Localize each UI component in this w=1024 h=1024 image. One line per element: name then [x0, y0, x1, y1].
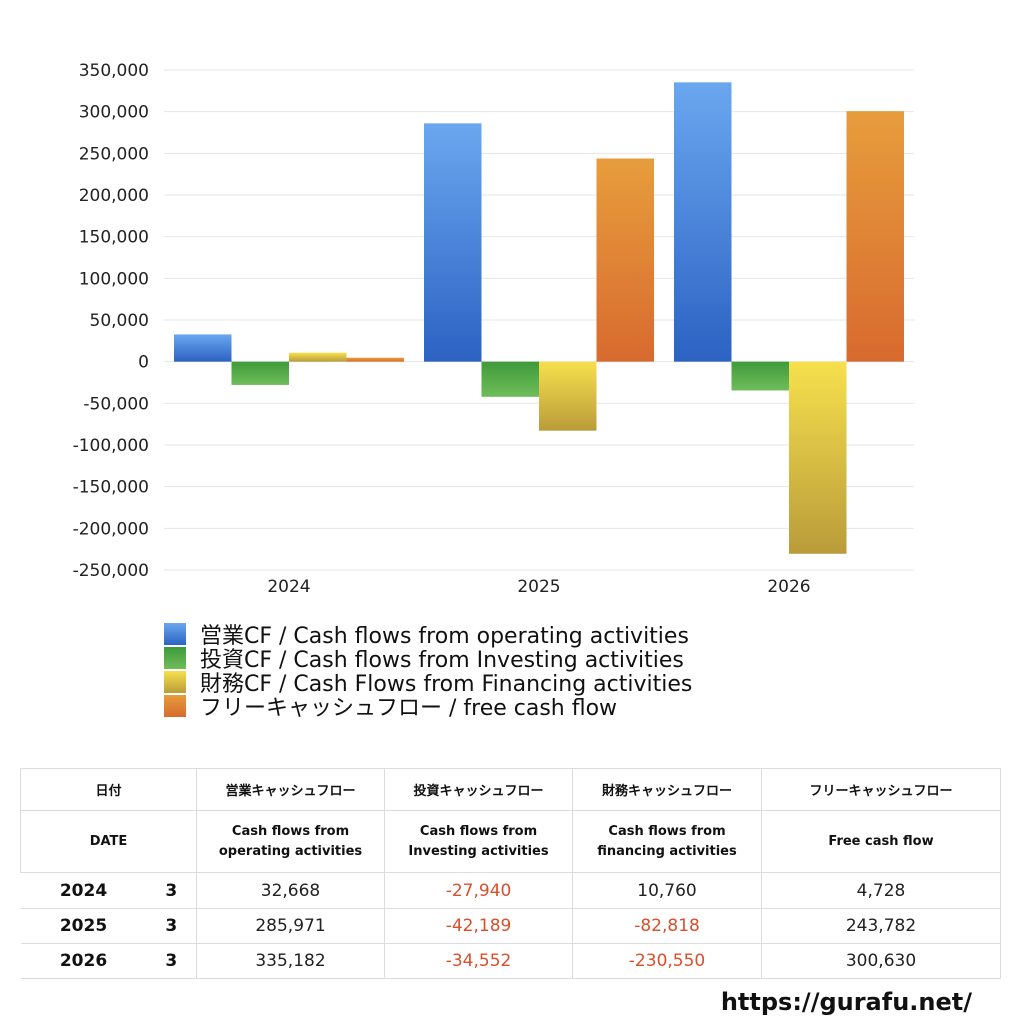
header-investing-en-line2: Investing activities: [408, 843, 549, 859]
header-date-en: DATE: [19, 810, 198, 874]
y-tick-label: 350,000: [79, 61, 149, 81]
row-month: 3: [146, 942, 198, 980]
header-investing-jp: 投資キャッシュフロー: [384, 767, 574, 812]
y-tick-label: -200,000: [73, 519, 149, 539]
legend-label-operating: 営業CF / Cash flows from operating activit…: [200, 624, 689, 649]
bar-2026-series-2: [789, 361, 847, 554]
legend-swatch-operating: [164, 623, 186, 645]
x-tick-label: 2024: [267, 577, 310, 597]
row-investing: -27,940: [384, 872, 574, 909]
row-year: 2026: [20, 942, 147, 980]
header-operating-jp: 営業キャッシュフロー: [196, 767, 386, 812]
row-month: 3: [146, 872, 198, 909]
legend-item-investing: 投資CF / Cash flows from Investing activit…: [164, 646, 692, 673]
row-financing: 10,760: [572, 872, 763, 909]
header-operating-en: Cash flows from operating activities: [196, 810, 386, 874]
header-free-cash-flow-jp: フリーキャッシュフロー: [761, 767, 1002, 812]
table-header-row-en: DATE Cash flows from operating activitie…: [19, 810, 1002, 874]
row-month: 3: [146, 907, 198, 944]
row-year: 2025: [20, 907, 147, 944]
header-free-cash-flow-en: Free cash flow: [761, 810, 1002, 874]
row-free-cash-flow: 243,782: [761, 907, 1002, 944]
legend-swatch-investing: [164, 647, 186, 669]
y-tick-label: -100,000: [73, 436, 149, 456]
legend-item-free-cash-flow: フリーキャッシュフロー / free cash flow: [164, 694, 692, 721]
y-tick-label: 200,000: [79, 186, 149, 206]
row-operating: 335,182: [196, 942, 386, 980]
legend-label-financing: 財務CF / Cash Flows from Financing activit…: [200, 672, 693, 697]
table-row: 2024 3 32,668 -27,940 10,760 4,728: [20, 872, 1002, 909]
bar-2026-series-0: [674, 82, 732, 362]
bar-2024-series-2: [289, 352, 347, 362]
legend-swatch-financing: [164, 671, 186, 693]
row-free-cash-flow: 4,728: [761, 872, 1002, 909]
x-tick-label: 2025: [517, 577, 560, 597]
row-operating: 32,668: [196, 872, 386, 909]
cash-flow-bar-chart: 350,000 300,000 250,000 200,000 150,000 100,0…: [73, 61, 914, 597]
y-tick-label: 300,000: [79, 103, 149, 123]
table-row: 2025 3 285,971 -42,189 -82,818 243,782: [20, 907, 1002, 944]
site-url: https://gurafu.net/: [720, 988, 972, 1016]
bar-2025-series-3: [596, 158, 654, 362]
bar-2025-series-0: [424, 123, 482, 362]
header-financing-en-line2: financing activities: [597, 843, 737, 859]
header-date-jp: 日付: [19, 767, 198, 812]
bar-2024-series-0: [174, 334, 232, 362]
legend-swatch-free-cash-flow: [164, 695, 186, 717]
bar-2024-series-1: [231, 361, 289, 385]
y-tick-label: 0: [138, 353, 149, 373]
y-tick-label: 250,000: [79, 144, 149, 164]
row-free-cash-flow: 300,630: [761, 942, 1002, 980]
y-tick-label: 150,000: [79, 228, 149, 248]
header-financing-jp: 財務キャッシュフロー: [572, 767, 763, 812]
row-year: 2024: [20, 872, 147, 909]
bar-2024-series-3: [346, 357, 404, 362]
header-investing-en: Cash flows from Investing activities: [384, 810, 574, 874]
header-financing-en-line1: Cash flows from: [608, 823, 726, 839]
bar-2025-series-2: [539, 361, 597, 431]
row-operating: 285,971: [196, 907, 386, 944]
table-header-row-jp: 日付 営業キャッシュフロー 投資キャッシュフロー 財務キャッシュフロー フリーキ…: [19, 767, 1002, 812]
y-tick-label: 50,000: [90, 311, 149, 331]
bar-2026-series-1: [731, 361, 789, 391]
header-financing-en: Cash flows from financing activities: [572, 810, 763, 874]
bar-2026-series-3: [846, 111, 904, 362]
y-tick-label: 100,000: [79, 269, 149, 289]
chart-legend: 営業CF / Cash flows from operating activit…: [164, 622, 692, 721]
header-operating-en-line2: operating activities: [218, 843, 363, 859]
row-financing: -230,550: [572, 942, 763, 980]
y-tick-label: -50,000: [83, 394, 149, 414]
y-tick-label: -250,000: [73, 561, 149, 581]
legend-item-financing: 財務CF / Cash Flows from Financing activit…: [164, 670, 692, 697]
legend-item-operating: 営業CF / Cash flows from operating activit…: [164, 622, 692, 649]
row-financing: -82,818: [572, 907, 763, 944]
legend-label-free-cash-flow: フリーキャッシュフロー / free cash flow: [200, 696, 618, 721]
y-tick-label: -150,000: [73, 478, 149, 498]
row-investing: -42,189: [384, 907, 574, 944]
legend-label-investing: 投資CF / Cash flows from Investing activit…: [200, 648, 684, 673]
table-row: 2026 3 335,182 -34,552 -230,550 300,630: [20, 942, 1002, 980]
row-investing: -34,552: [384, 942, 574, 980]
x-tick-label: 2026: [767, 577, 810, 597]
cash-flow-table: 日付 営業キャッシュフロー 投資キャッシュフロー 財務キャッシュフロー フリーキ…: [19, 767, 1002, 980]
header-investing-en-line1: Cash flows from: [419, 823, 538, 839]
bar-2025-series-1: [481, 361, 539, 397]
header-operating-en-line1: Cash flows from: [231, 823, 350, 839]
